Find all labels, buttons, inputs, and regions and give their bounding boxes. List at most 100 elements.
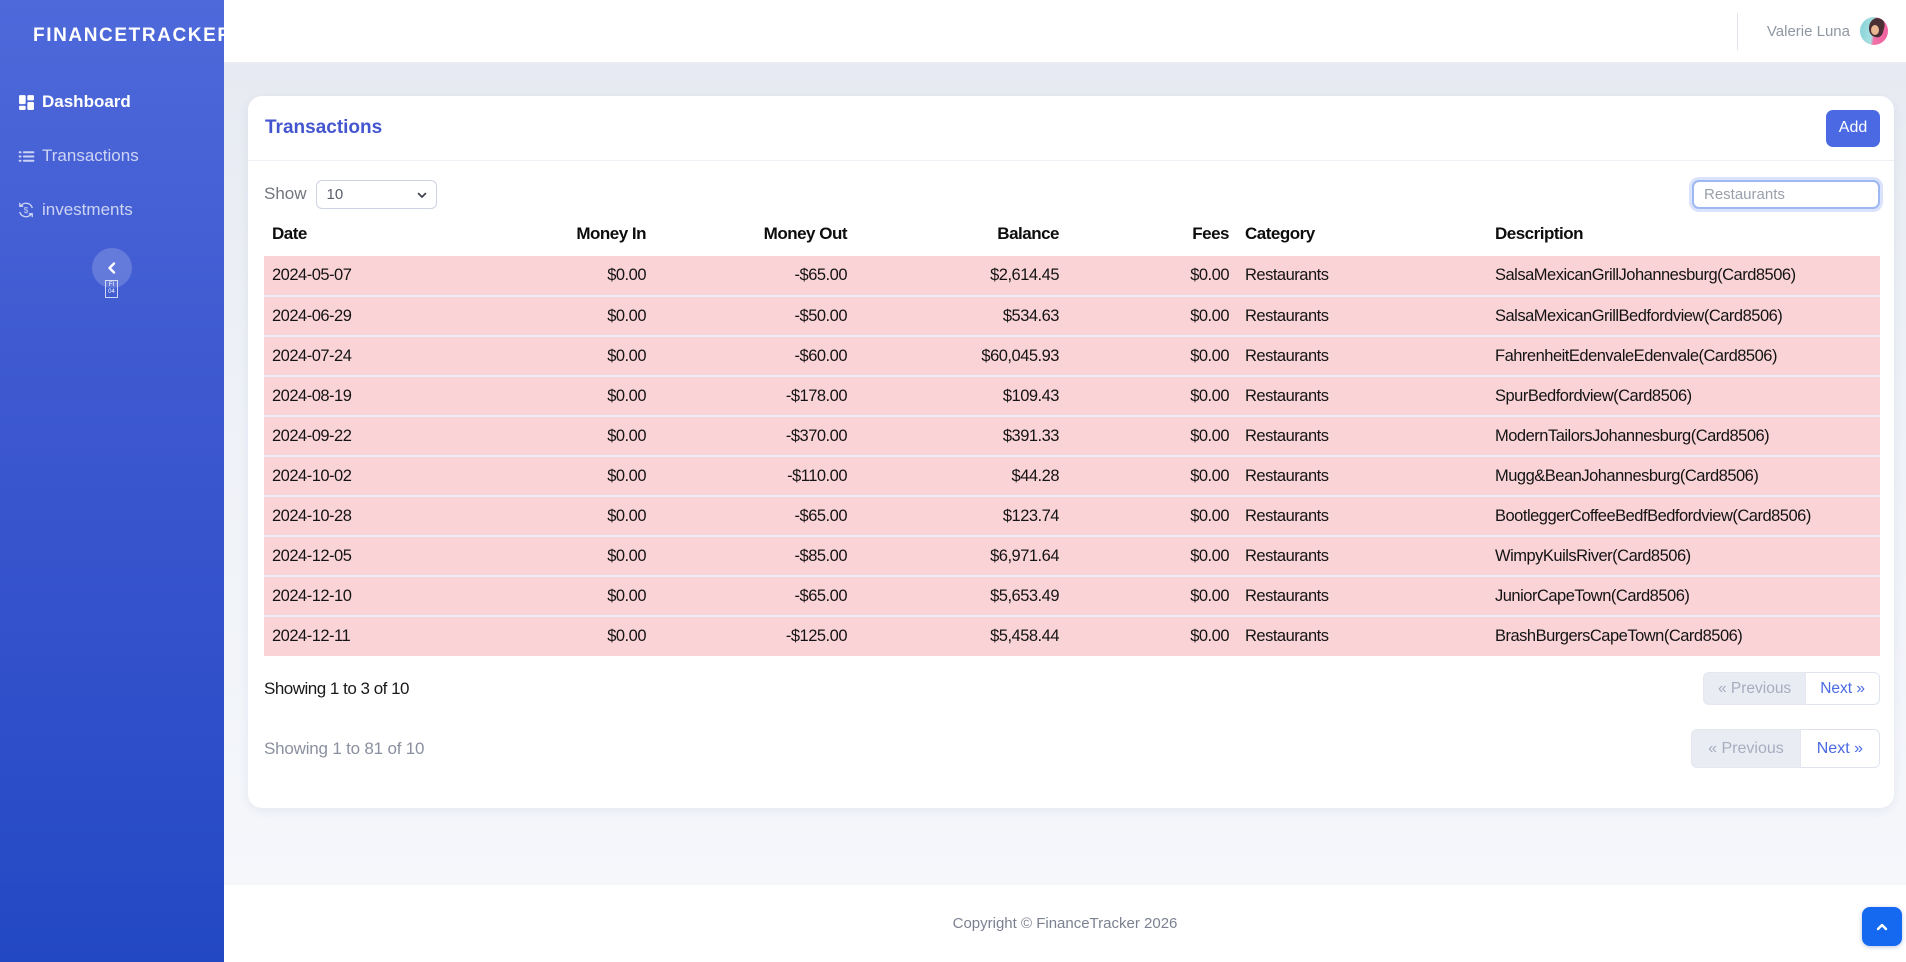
transactions-table: Date Money In Money Out Balance Fees Category…: [264, 209, 1880, 656]
cell-money-in: $0.00: [404, 376, 654, 417]
cell-balance: $534.63: [855, 296, 1067, 337]
dashboard-grid-icon: [17, 93, 35, 111]
table-row: 2024-07-24 $0.00 -$60.00 $60,045.93 $0.00 Res…: [264, 336, 1880, 377]
cell-money-out: -$110.00: [654, 456, 855, 497]
cell-date: 2024-06-29: [264, 296, 404, 337]
cell-category: Restaurants: [1237, 416, 1487, 457]
sidebar-item-dashboard[interactable]: Dashboard: [0, 75, 224, 129]
search-input[interactable]: [1692, 179, 1880, 209]
user-name: Valerie Luna: [1766, 22, 1850, 40]
cell-money-in: $0.00: [404, 256, 654, 297]
cell-fees: $0.00: [1067, 616, 1237, 656]
scroll-to-top-button[interactable]: [1862, 907, 1902, 946]
cell-date: 2024-12-05: [264, 536, 404, 577]
table-row: 2024-10-02 $0.00 -$110.00 $44.28 $0.00 Restau…: [264, 456, 1880, 497]
sidebar-item-label: investments: [42, 200, 133, 219]
cell-description: BootleggerCoffeeBedfBedfordview(Card8506…: [1487, 496, 1880, 537]
card-body: Show 10: [248, 161, 1894, 768]
cell-money-in: $0.00: [404, 576, 654, 617]
cell-balance: $60,045.93: [855, 336, 1067, 377]
cell-balance: $391.33: [855, 416, 1067, 457]
cell-date: 2024-10-02: [264, 456, 404, 497]
table-row: 2024-05-07 $0.00 -$65.00 $2,614.45 $0.00 Rest…: [264, 256, 1880, 297]
cell-date: 2024-07-24: [264, 336, 404, 377]
cell-money-out: -$65.00: [654, 576, 855, 617]
cell-category: Restaurants: [1237, 576, 1487, 617]
svg-text:$: $: [24, 206, 29, 215]
previous-page-button[interactable]: « Previous: [1702, 672, 1807, 705]
sidebar-collapse-button[interactable]: [92, 248, 132, 288]
cell-money-out: -$65.00: [654, 256, 855, 297]
cell-balance: $5,653.49: [855, 576, 1067, 617]
cell-money-out: -$60.00: [654, 336, 855, 377]
page-footer: Copyright © FinanceTracker 2026: [224, 885, 1906, 962]
cell-money-in: $0.00: [404, 496, 654, 537]
column-header-date: Date: [272, 224, 307, 243]
pager: « Previous Next »: [1691, 729, 1880, 768]
cell-balance: $6,971.64: [855, 536, 1067, 577]
cell-money-in: $0.00: [404, 536, 654, 577]
column-header-description: Description: [1495, 224, 1584, 243]
column-header-money-in: Money In: [576, 224, 646, 243]
column-header-category: Category: [1245, 224, 1315, 243]
content-column: Valerie Luna Transactions Add Show: [224, 0, 1906, 962]
cell-money-in: $0.00: [404, 336, 654, 377]
cell-money-out: -$125.00: [654, 616, 855, 656]
showing-summary: Showing 1 to 81 of 10: [264, 738, 425, 758]
table-body: 2024-05-07 $0.00 -$65.00 $2,614.45 $0.00 Rest…: [264, 256, 1880, 656]
table-row: 2024-08-19 $0.00 -$178.00 $109.43 $0.00 Resta…: [264, 376, 1880, 417]
topbar-divider: [1736, 12, 1738, 50]
cell-description: ModernTailorsJohannesburg(Card8506): [1487, 416, 1880, 457]
cell-description: SalsaMexicanGrillJohannesburg(Card8506): [1487, 256, 1880, 297]
cell-date: 2024-08-19: [264, 376, 404, 417]
cell-money-out: -$85.00: [654, 536, 855, 577]
broken-image-placeholder: FI 04: [105, 280, 118, 298]
cell-balance: $109.43: [855, 376, 1067, 417]
cell-category: Restaurants: [1237, 376, 1487, 417]
cell-description: BrashBurgersCapeTown(Card8506): [1487, 616, 1880, 656]
cell-date: 2024-05-07: [264, 256, 404, 297]
previous-page-button[interactable]: « Previous: [1691, 729, 1801, 768]
cell-date: 2024-09-22: [264, 416, 404, 457]
next-page-button[interactable]: Next »: [1800, 729, 1880, 768]
show-group: Show 10: [264, 179, 437, 209]
cell-fees: $0.00: [1067, 536, 1237, 577]
cell-category: Restaurants: [1237, 456, 1487, 497]
cell-description: SpurBedfordview(Card8506): [1487, 376, 1880, 417]
table-controls: Show 10: [264, 179, 1880, 209]
cell-description: Mugg&BeanJohannesburg(Card8506): [1487, 456, 1880, 497]
topbar: Valerie Luna: [224, 0, 1906, 63]
cell-description: SalsaMexicanGrillBedfordview(Card8506): [1487, 296, 1880, 337]
cell-fees: $0.00: [1067, 256, 1237, 297]
showing-summary: Showing 1 to 3 of 10: [264, 678, 410, 698]
cell-balance: $5,458.44: [855, 616, 1067, 656]
cell-description: WimpyKuilsRiver(Card8506): [1487, 536, 1880, 577]
column-header-fees: Fees: [1192, 224, 1229, 243]
card-header: Transactions Add: [248, 96, 1894, 161]
sidebar-item-investments[interactable]: $ investments: [0, 183, 224, 237]
column-header-money-out: Money Out: [763, 224, 848, 243]
cell-category: Restaurants: [1237, 496, 1487, 537]
cell-fees: $0.00: [1067, 336, 1237, 377]
next-page-button[interactable]: Next »: [1806, 672, 1880, 705]
main-content: Transactions Add Show 10: [224, 63, 1906, 885]
transactions-card: Transactions Add Show 10: [248, 96, 1894, 808]
add-button[interactable]: Add: [1826, 109, 1880, 147]
cell-category: Restaurants: [1237, 616, 1487, 656]
table-row: 2024-12-11 $0.00 -$125.00 $5,458.44 $0.00 Res…: [264, 616, 1880, 656]
page-size-select[interactable]: 10: [315, 179, 437, 209]
cell-money-in: $0.00: [404, 616, 654, 656]
user-menu[interactable]: Valerie Luna: [1767, 17, 1888, 45]
table-row: 2024-10-28 $0.00 -$65.00 $123.74 $0.00 Restau…: [264, 496, 1880, 537]
cell-fees: $0.00: [1067, 296, 1237, 337]
cell-date: 2024-12-11: [264, 616, 404, 656]
cell-money-in: $0.00: [404, 296, 654, 337]
cell-money-out: -$370.00: [654, 416, 855, 457]
sidebar-item-transactions[interactable]: Transactions: [0, 129, 224, 183]
cell-description: JuniorCapeTown(Card8506): [1487, 576, 1880, 617]
page-title: Transactions: [265, 117, 383, 138]
sidebar-collapse-area: FI 04: [0, 248, 224, 298]
table-row: 2024-12-05 $0.00 -$85.00 $6,971.64 $0.00 Rest…: [264, 536, 1880, 577]
table-row: 2024-12-10 $0.00 -$65.00 $5,653.49 $0.00 Rest…: [264, 576, 1880, 617]
